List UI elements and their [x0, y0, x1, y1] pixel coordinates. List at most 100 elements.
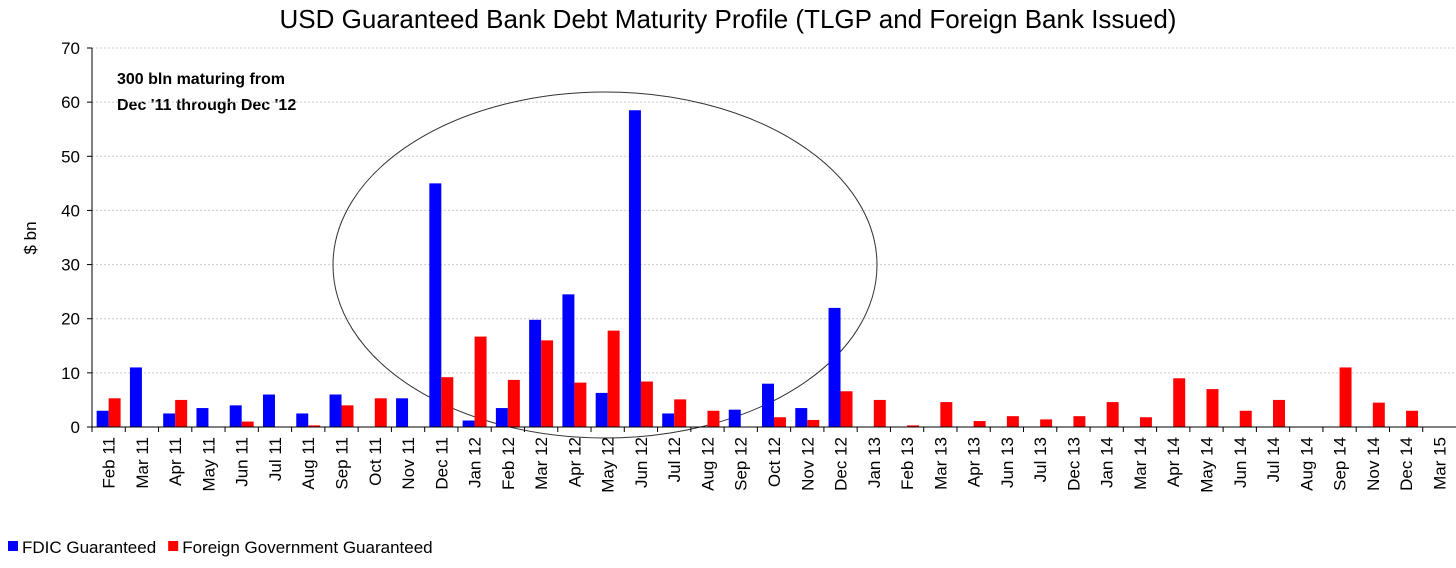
bar — [396, 398, 409, 427]
x-tick-label: Mar 13 — [931, 437, 950, 490]
x-tick-label: Dec 11 — [432, 437, 451, 490]
x-tick-label: May 12 — [599, 437, 618, 493]
x-tick-label: Jul 11 — [266, 437, 285, 481]
bar — [329, 394, 342, 427]
bar — [1040, 419, 1053, 427]
y-tick-label: 20 — [61, 310, 80, 329]
x-tick-label: Oct 11 — [366, 437, 385, 486]
bar — [1006, 416, 1019, 427]
bar — [129, 367, 142, 427]
bar — [1372, 402, 1385, 427]
x-tick-label: May 11 — [199, 437, 218, 492]
x-tick-label: Aug 12 — [698, 437, 717, 491]
x-tick-label: Jul 13 — [1031, 437, 1050, 482]
bar — [507, 379, 520, 427]
bar — [241, 421, 254, 427]
bar — [762, 383, 774, 427]
bar — [795, 408, 808, 427]
bar — [1073, 416, 1086, 427]
x-tick-label: Sep 12 — [732, 437, 751, 491]
x-tick-label: Jan 12 — [466, 437, 485, 488]
x-tick-label: Mar 15 — [1430, 437, 1449, 490]
x-tick-label: Jun 14 — [1231, 437, 1250, 488]
bar — [1139, 417, 1152, 427]
x-tick-label: Feb 13 — [898, 437, 917, 490]
bar — [1173, 378, 1186, 427]
bar — [108, 398, 121, 427]
bar — [1106, 402, 1119, 427]
bar — [96, 410, 109, 427]
bar — [662, 413, 675, 427]
x-tick-label: Nov 11 — [399, 437, 418, 490]
x-tick-label: Feb 12 — [499, 437, 518, 490]
x-tick-label: Aug 14 — [1297, 437, 1316, 491]
bar — [474, 336, 487, 427]
legend-swatch — [8, 541, 18, 551]
x-tick-label: Jul 14 — [1264, 437, 1283, 482]
x-tick-label: Oct 12 — [765, 437, 784, 487]
bar — [707, 410, 720, 427]
bar — [441, 377, 454, 427]
bar — [1406, 410, 1419, 427]
x-tick-label: Jan 13 — [865, 437, 884, 488]
x-tick-label: Nov 14 — [1364, 437, 1383, 491]
bar — [828, 307, 841, 427]
x-tick-label: Jun 11 — [233, 437, 252, 487]
bar — [163, 413, 176, 427]
y-axis-label: $ bn — [21, 221, 40, 254]
bar — [674, 399, 687, 427]
bar — [308, 425, 321, 427]
annotation-box — [110, 64, 370, 126]
y-tick-label: 50 — [61, 147, 80, 166]
bar — [429, 183, 442, 427]
x-tick-label: Jan 14 — [1098, 437, 1117, 488]
bar — [595, 392, 608, 427]
bar — [374, 398, 387, 427]
bar — [1239, 410, 1252, 427]
bar — [462, 420, 475, 427]
bar — [774, 417, 786, 427]
legend-swatch — [168, 541, 179, 551]
bar — [495, 408, 508, 427]
y-tick-label: 70 — [61, 39, 80, 58]
x-tick-label: Dec 13 — [1064, 437, 1083, 491]
x-tick-label: Aug 11 — [299, 437, 318, 490]
bar — [940, 402, 953, 427]
bar — [1339, 367, 1352, 427]
x-tick-label: Dec 12 — [832, 437, 851, 491]
x-tick-label: Nov 12 — [798, 437, 817, 491]
bar — [873, 399, 886, 427]
annotation: Dec '11 through Dec '12 — [117, 97, 296, 114]
annotation: 300 bln maturing from — [117, 71, 285, 88]
y-tick-label: 30 — [61, 256, 80, 275]
x-tick-label: Mar 14 — [1131, 437, 1150, 490]
bar — [840, 391, 853, 427]
x-tick-label: Apr 11 — [166, 437, 185, 486]
bar — [973, 421, 986, 427]
bar — [562, 294, 575, 427]
bar — [628, 110, 641, 427]
x-tick-label: Apr 14 — [1164, 437, 1183, 487]
bar — [196, 408, 209, 427]
x-tick-label: Mar 12 — [532, 437, 551, 490]
y-tick-label: 10 — [61, 364, 80, 383]
bar — [907, 425, 920, 427]
chart-title: USD Guaranteed Bank Debt Maturity Profil… — [280, 4, 1177, 34]
x-tick-label: Jun 13 — [998, 437, 1017, 488]
y-tick-label: 40 — [61, 201, 80, 220]
x-tick-label: Sep 11 — [333, 437, 352, 490]
bar — [1273, 399, 1286, 427]
bar — [728, 409, 741, 427]
highlight-ellipse — [332, 91, 878, 439]
x-tick-label: Mar 11 — [133, 437, 152, 489]
bar — [229, 405, 242, 427]
bar — [574, 382, 587, 427]
x-tick-label: Jul 12 — [665, 437, 684, 482]
legend-label: FDIC Guaranteed — [22, 538, 156, 557]
x-tick-label: Apr 12 — [565, 437, 584, 487]
bar — [296, 413, 309, 427]
bar — [529, 319, 542, 427]
bar — [262, 394, 275, 427]
x-tick-label: Dec 14 — [1397, 437, 1416, 491]
